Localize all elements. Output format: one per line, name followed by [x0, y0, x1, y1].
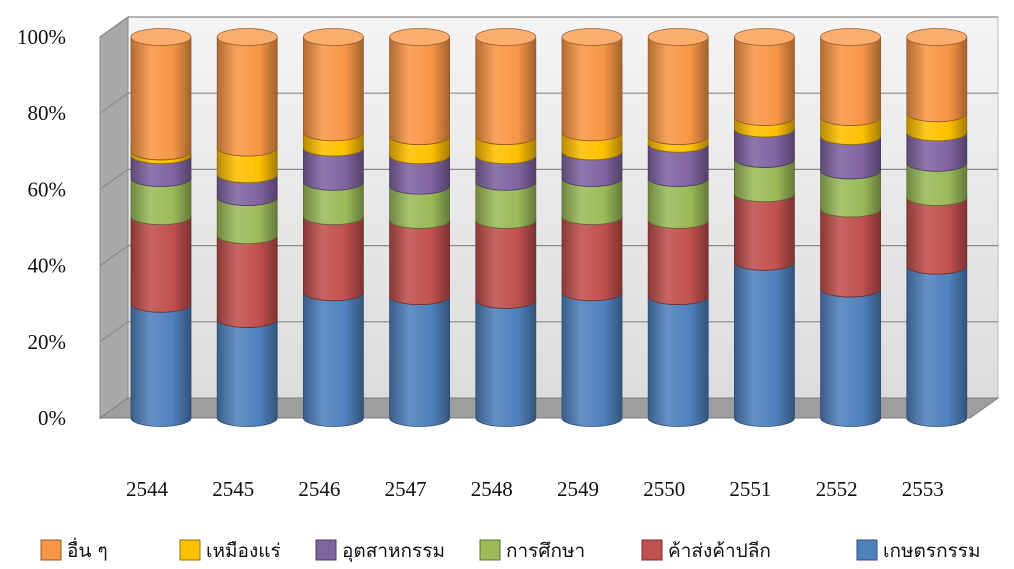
x-tick-label: 2552: [816, 477, 858, 501]
bar-segment: [389, 36, 450, 145]
bar-segment: [647, 296, 709, 427]
bar-segment: [130, 303, 192, 427]
bar-segment: [216, 318, 278, 427]
x-tick-label: 2553: [902, 477, 944, 501]
legend-swatch: [479, 539, 501, 561]
x-tick-label: 2546: [298, 477, 340, 501]
bar-segment: [734, 36, 795, 126]
bar-segment: [820, 36, 881, 126]
bar-segment: [561, 292, 623, 427]
bar-segment: [647, 219, 709, 305]
legend-label: ค้าส่งค้าปลีก: [668, 540, 771, 562]
x-tick-label: 2551: [729, 477, 771, 501]
y-tick-label: 40%: [28, 254, 67, 278]
x-tick-label: 2547: [385, 477, 427, 501]
bar-stack-2545: [216, 28, 278, 427]
x-tick-label: 2544: [126, 477, 169, 501]
legend-item: อื่น ๆ: [40, 537, 108, 562]
bar-segment-top: [734, 28, 795, 46]
legend-swatch: [856, 539, 878, 561]
y-tick-label: 20%: [28, 330, 67, 354]
bar-segment-top: [302, 28, 364, 46]
bar-stack-2544: [130, 28, 192, 427]
legend-item: ค้าส่งค้าปลีก: [641, 539, 771, 562]
bar-segment-top: [647, 28, 709, 46]
legend-swatch: [315, 539, 337, 561]
x-tick-label: 2548: [471, 477, 513, 501]
bar-segment: [561, 215, 623, 302]
y-axis-tick-labels: 0% 20% 40% 60% 80% 100%: [17, 25, 66, 430]
bars: [130, 28, 968, 427]
legend-label: เหมืองแร่: [206, 540, 281, 562]
bar-stack-2551: [734, 28, 795, 427]
bar-stack-2550: [647, 28, 709, 427]
legend-label: อุตสาหกรรม: [342, 540, 445, 563]
legend-item: เหมืองแร่: [179, 539, 281, 562]
bar-segment: [130, 36, 192, 161]
bar-segment: [906, 265, 968, 427]
bar-segment: [647, 36, 709, 145]
bar-segment-top: [475, 28, 537, 46]
bar-segment-top: [389, 28, 451, 46]
x-tick-label: 2550: [643, 477, 685, 501]
bar-stack-2546: [302, 28, 364, 427]
bar-segment: [303, 36, 364, 142]
bar-stack-2552: [820, 28, 881, 427]
bar-segment: [734, 193, 795, 271]
bar-segment: [130, 215, 192, 313]
legend-swatch: [40, 539, 62, 561]
bar-segment-top: [130, 28, 192, 46]
legend-item: เกษตรกรรม: [856, 539, 981, 562]
bar-segment: [475, 36, 537, 145]
x-tick-label: 2545: [212, 477, 254, 501]
x-tick-label: 2549: [557, 477, 599, 501]
legend-swatch: [179, 539, 201, 561]
bar-segment: [820, 288, 881, 427]
bar-stack-2553: [906, 28, 968, 427]
bar-segment: [734, 261, 795, 427]
bar-segment-top: [216, 28, 278, 46]
bar-segment: [906, 36, 968, 123]
bar-segment: [303, 215, 364, 302]
bar-stack-2547: [389, 28, 451, 427]
bar-segment: [303, 292, 364, 427]
bar-stack-2548: [475, 28, 537, 427]
y-tick-label: 80%: [28, 101, 67, 125]
bar-segment: [820, 208, 881, 298]
y-tick-label: 60%: [28, 177, 67, 201]
legend-item: การศึกษา: [479, 539, 585, 562]
bar-segment: [561, 36, 623, 142]
legend-swatch: [641, 539, 663, 561]
bar-segment: [906, 196, 968, 275]
legend: อื่น ๆ เหมืองแร่ อุตสาหกรรม การศึกษา ค้าส่งค…: [40, 537, 981, 563]
legend-item: อุตสาหกรรม: [315, 539, 445, 563]
bar-segment: [475, 219, 537, 309]
bar-segment-top: [820, 28, 881, 46]
legend-label: เกษตรกรรม: [883, 540, 981, 562]
bar-segment: [389, 296, 450, 427]
legend-label: การศึกษา: [506, 540, 585, 562]
y-tick-label: 100%: [17, 25, 66, 49]
bar-segment: [475, 299, 537, 427]
y-tick-label: 0%: [38, 406, 66, 430]
legend-label: อื่น ๆ: [67, 537, 108, 562]
bar-segment-top: [906, 28, 968, 46]
bar-segment: [216, 235, 278, 328]
x-axis-tick-labels: 2544 2545 2546 2547 2548 2549 2550 2551 2552 2553: [126, 477, 944, 501]
bar-segment-top: [561, 28, 623, 46]
side-wall: [99, 16, 129, 419]
bar-segment: [389, 219, 450, 305]
bar-stack-2549: [561, 28, 623, 427]
bar-segment: [216, 36, 278, 157]
gridline: [99, 16, 998, 38]
